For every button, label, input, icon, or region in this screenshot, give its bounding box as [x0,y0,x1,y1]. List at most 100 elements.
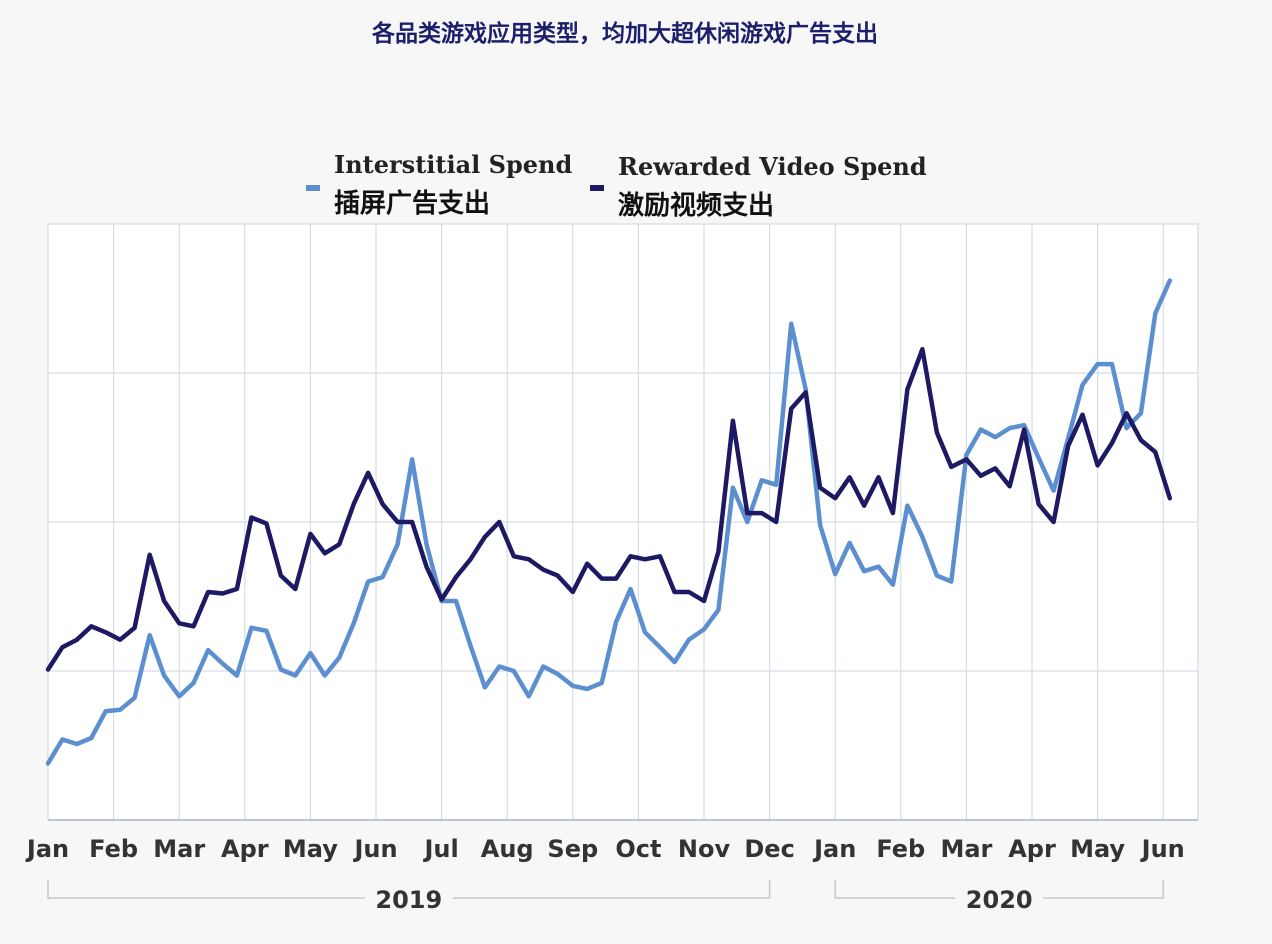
x-tick-label: Jan [25,835,69,863]
data-point-interstitial [61,739,63,740]
data-point-rewarded [294,588,296,590]
x-tick-label: Feb [89,835,138,863]
data-point-rewarded [265,523,267,524]
data-point-interstitial [732,487,734,489]
data-point-rewarded [688,591,690,593]
x-tick-label: Mar [940,835,992,863]
data-point-rewarded [601,578,603,580]
data-point-interstitial [222,663,223,664]
data-point-interstitial [936,575,938,577]
data-point-rewarded [557,575,559,577]
data-point-interstitial [338,657,340,659]
data-point-rewarded [163,600,165,602]
data-point-rewarded [441,599,443,600]
data-point-rewarded [630,555,631,557]
data-point-rewarded [1140,439,1142,441]
data-point-interstitial [994,436,996,438]
data-point-rewarded [732,420,734,422]
data-point-rewarded [1097,464,1099,466]
data-point-rewarded [119,639,121,641]
data-point-interstitial [1154,312,1156,314]
data-point-interstitial [1082,384,1083,386]
x-tick-label: Nov [678,835,731,863]
data-point-interstitial [309,652,311,654]
data-point-rewarded [994,467,996,469]
data-point-interstitial [1169,280,1171,282]
series-line-rewarded [45,346,1173,672]
data-point-interstitial [484,686,486,688]
data-point-rewarded [411,521,413,523]
data-point-rewarded [950,466,952,468]
data-point-rewarded [207,591,209,593]
data-point-rewarded [1067,445,1069,447]
legend-label-interstitial-zh: 插屏广告支出 [334,189,490,219]
data-point-interstitial [761,479,763,481]
data-point-interstitial [528,695,530,697]
data-point-rewarded [644,558,646,560]
data-point-rewarded [309,533,311,535]
data-point-rewarded [775,521,777,523]
data-point-rewarded [280,575,282,577]
data-point-rewarded [61,646,63,648]
year-groups: 2019 2020 [47,880,1164,914]
x-tick-label: Jan [812,835,856,863]
data-point-rewarded [542,569,544,571]
data-point-interstitial [950,581,952,583]
chart-title: 各品类游戏应用类型，均加大超休闲游戏广告支出 [371,20,878,47]
data-point-interstitial [367,581,369,583]
legend-label-interstitial-en: Interstitial Spend [334,150,572,179]
legend-label-rewarded-en: Rewarded Video Spend [618,152,927,181]
data-point-interstitial [178,695,180,697]
x-tick-label: Oct [615,835,661,863]
data-point-rewarded [572,591,574,593]
data-point-rewarded [746,512,748,514]
data-point-rewarded [178,622,180,624]
data-point-rewarded [834,497,836,499]
data-point-interstitial [411,458,413,460]
year-bracket [47,880,365,899]
data-point-rewarded [761,512,763,514]
legend: Interstitial Spend 插屏广告支出 Rewarded Video… [306,150,927,221]
data-point-interstitial [1111,363,1113,365]
x-tick-label: Feb [876,835,925,863]
x-tick-label: Jun [352,835,397,863]
legend-label-rewarded-zh: 激励视频支出 [618,190,774,221]
data-point-interstitial [513,670,515,672]
data-point-interstitial [1140,412,1142,414]
data-point-rewarded [659,555,661,557]
data-point-interstitial [674,661,675,663]
data-point-interstitial [134,697,136,699]
data-point-interstitial [105,710,107,712]
x-axis: Jan Feb Mar Apr May Jun Jul Aug Sep Oct Nov Dec Jan F… [25,835,1185,863]
data-point-interstitial [630,588,631,590]
x-tick-label: Jul [422,835,458,863]
data-point-interstitial [819,524,821,526]
data-point-rewarded [470,558,471,560]
x-tick-label: Dec [744,835,794,863]
data-point-interstitial [965,454,967,456]
data-point-interstitial [498,666,500,667]
data-point-interstitial [382,576,384,578]
data-point-rewarded [382,503,384,505]
data-point-rewarded [353,503,355,505]
data-point-interstitial [47,762,49,764]
data-point-interstitial [805,388,807,390]
data-point-interstitial [980,429,982,431]
data-point-interstitial [688,639,690,641]
data-point-interstitial [906,505,908,507]
data-point-interstitial [659,646,661,648]
data-point-rewarded [790,408,792,410]
data-point-interstitial [324,675,326,676]
data-point-rewarded [1169,497,1171,499]
data-point-interstitial [163,675,165,676]
data-point-rewarded [498,521,500,523]
year-label: 2020 [966,886,1033,914]
data-point-rewarded [1154,451,1156,453]
x-tick-label: Jun [1140,835,1185,863]
data-point-interstitial [746,521,748,523]
data-point-rewarded [47,669,49,670]
grid [47,223,1199,821]
data-point-rewarded [849,476,851,478]
data-point-interstitial [775,484,777,486]
